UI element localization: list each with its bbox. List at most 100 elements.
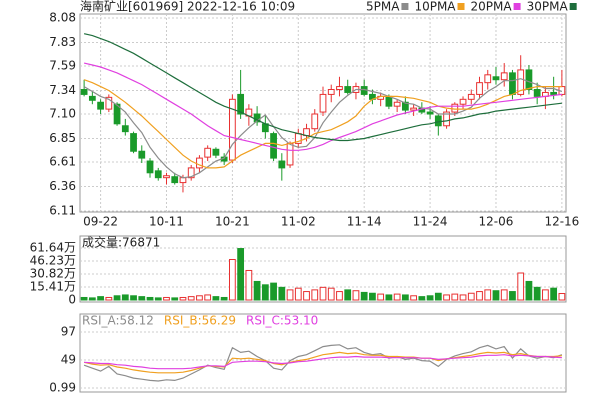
volume-bar [327, 287, 335, 301]
volume-bar [484, 289, 492, 301]
price-frame [79, 13, 567, 213]
volume-bar [146, 296, 154, 301]
candle-body [97, 101, 104, 110]
legend-swatch [513, 3, 521, 10]
candle-body [336, 86, 343, 91]
volume-bar [80, 296, 88, 301]
volume-bar [253, 280, 261, 301]
y-tick-label: 0 [68, 293, 76, 307]
candle-body [484, 74, 492, 84]
volume-bar [418, 296, 426, 301]
candle-body [163, 175, 170, 179]
legend-label: 30PMA [527, 0, 569, 14]
candle-body [130, 133, 137, 152]
candle-body [171, 176, 179, 184]
candle-body [311, 113, 319, 130]
legend-label: 20PMA [471, 0, 513, 14]
volume-bar [212, 296, 220, 301]
volume-bar [294, 287, 302, 301]
volume-bar [385, 294, 393, 301]
volume-bar [352, 290, 360, 301]
volume-bar [163, 296, 170, 301]
volume-bar [245, 269, 253, 301]
candle-body [476, 82, 483, 95]
candle-body [204, 147, 212, 158]
legend-label: RSI_B:56.29 [164, 314, 236, 328]
candle-body [434, 115, 442, 127]
line-series [84, 354, 562, 370]
x-tick-label: 10-21 [215, 215, 250, 229]
candle-body [327, 89, 335, 95]
candle-body [500, 72, 508, 81]
candle-body [517, 69, 525, 95]
volume-bar [237, 248, 245, 301]
volume-bar [270, 282, 277, 301]
legend-label: RSI_C:53.10 [246, 314, 318, 328]
line-series [83, 78, 563, 179]
candle-body [443, 111, 450, 127]
volume-bar [121, 294, 129, 301]
rsi-frame [79, 313, 567, 393]
y-tick-label: 6.36 [49, 179, 76, 193]
candle-body [533, 89, 541, 97]
candle-body [270, 133, 277, 159]
candle-body [138, 150, 146, 159]
candle-body [105, 96, 113, 110]
legend-label: RSI_A:58.12 [82, 314, 154, 328]
y-tick-label: 8.08 [49, 11, 76, 25]
volume-bar [187, 296, 195, 301]
volume-bar [393, 293, 401, 301]
candle-body [146, 160, 154, 174]
candle-body [80, 89, 88, 95]
volume-bar [97, 296, 104, 301]
line-series [83, 351, 562, 374]
y-tick-label: 61.64万 [30, 241, 76, 255]
y-tick-label: 0.99 [49, 381, 76, 395]
x-tick-label: 12-16 [544, 215, 579, 229]
x-tick-label: 12-06 [479, 215, 514, 229]
volume-bar [154, 297, 162, 301]
candle-body [426, 111, 434, 115]
volume-bar [113, 295, 121, 301]
candle-body [113, 103, 121, 125]
volume-bar [286, 289, 294, 301]
candle-body [509, 72, 516, 95]
volume-bar [88, 297, 96, 301]
candle-body [179, 177, 187, 184]
y-tick-label: 30.82万 [30, 267, 76, 281]
candle-body [525, 69, 533, 91]
y-tick-label: 7.10 [49, 107, 76, 121]
volume-bar [401, 294, 409, 301]
y-tick-label: 49 [61, 352, 76, 366]
volume-bar [278, 286, 286, 301]
candle-body [385, 95, 393, 107]
volume-bar [410, 295, 417, 301]
candle-body [344, 86, 352, 93]
volume-bar [261, 284, 269, 301]
volume-bar [550, 287, 558, 301]
x-tick-label: 11-24 [413, 215, 448, 229]
volume-bar [517, 272, 525, 301]
volume-bar [434, 292, 442, 301]
volume-bar [138, 296, 146, 301]
chart-title: 海南矿业[601969] 2022-12-16 10:09 [80, 0, 295, 14]
volume-bar [360, 291, 368, 301]
candle-body [451, 103, 459, 113]
volume-bar [476, 291, 483, 301]
line-series [83, 344, 563, 382]
candle-body [196, 157, 203, 169]
volume-bar [500, 289, 508, 301]
candle-body [401, 101, 409, 111]
volume-bar [426, 295, 434, 301]
candle-body [154, 170, 162, 179]
volume-bar [542, 289, 549, 301]
volume-bar [179, 296, 187, 301]
legend-swatch [569, 3, 577, 10]
legend-swatch [401, 3, 409, 10]
line-series [83, 33, 562, 142]
x-tick-label: 11-02 [281, 215, 316, 229]
candle-body [229, 98, 236, 161]
volume-bar [377, 293, 385, 301]
y-tick-label: 46.23万 [30, 254, 76, 268]
